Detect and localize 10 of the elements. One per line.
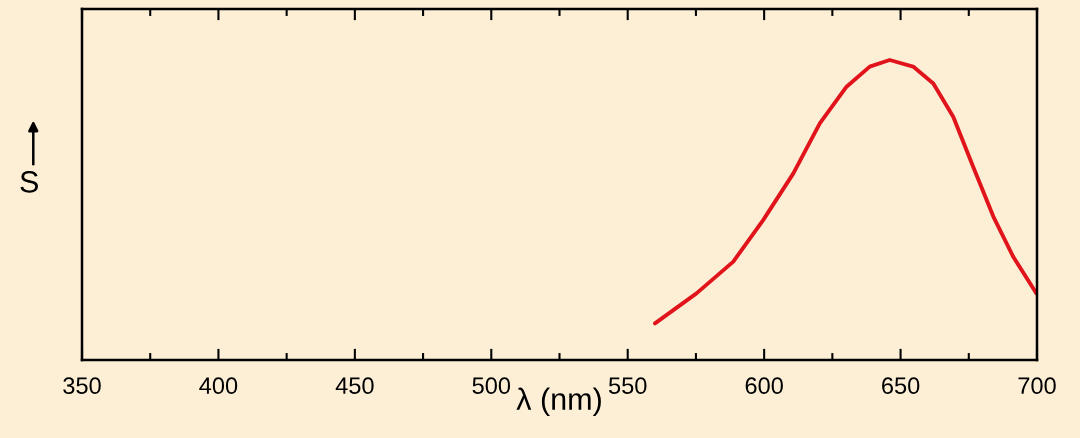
x-tick-label: 550 bbox=[608, 377, 647, 395]
x-tick-label: 600 bbox=[745, 377, 783, 395]
x-tick-label: 450 bbox=[335, 377, 374, 395]
x-tick-label: 650 bbox=[882, 377, 920, 395]
x-tick-label: 500 bbox=[472, 377, 511, 395]
x-tick-label: 700 bbox=[1018, 377, 1056, 395]
x-tick-label: 400 bbox=[199, 377, 238, 395]
x-axis-title: λ (nm) bbox=[516, 387, 601, 417]
x-tick-label: 350 bbox=[63, 377, 101, 395]
y-axis-title: S bbox=[20, 171, 39, 193]
